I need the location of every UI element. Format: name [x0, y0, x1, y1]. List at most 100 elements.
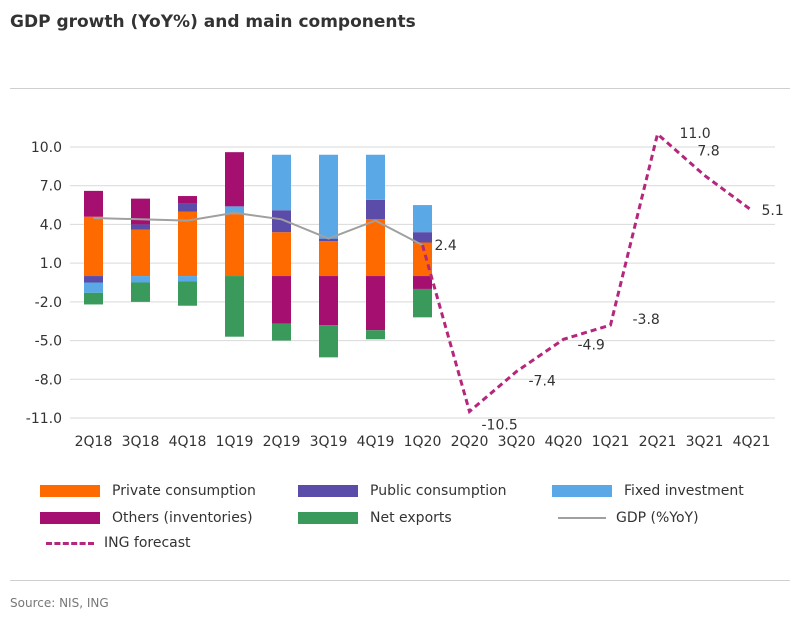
data-label: -10.5 — [482, 418, 518, 434]
bar-segment-private-consumption — [272, 232, 291, 277]
y-tick-label: -8.0 — [35, 372, 62, 388]
lines — [93, 131, 753, 415]
x-tick-label: 1Q19 — [216, 434, 254, 450]
legend-item-others: Others (inventories) — [40, 510, 253, 526]
y-tick-label: -5.0 — [35, 334, 62, 350]
legend-label: GDP (%YoY) — [616, 510, 699, 526]
chart-title: GDP growth (YoY%) and main components — [10, 12, 416, 32]
legend-item-net-exports: Net exports — [298, 510, 452, 526]
x-tick-label: 1Q21 — [592, 434, 630, 450]
forecast-line — [421, 131, 753, 415]
bar-segment-private-consumption — [319, 241, 338, 277]
x-tick-label: 3Q19 — [310, 434, 348, 450]
bar-segment-fixed-investment — [131, 276, 150, 283]
y-axis-labels: 10.0 7.0 4.0 1.0 -2.0 -5.0 -8.0 -11.0 — [26, 140, 62, 427]
bar-segment-private-consumption — [366, 219, 385, 277]
y-tick-label: 10.0 — [31, 140, 62, 156]
y-tick-label: -2.0 — [35, 295, 62, 311]
legend-swatch-fixed-investment — [552, 485, 612, 497]
bar-segment-public-consumption — [272, 210, 291, 233]
bar-segment-others-inventories — [366, 276, 385, 331]
x-tick-label: 2Q18 — [75, 434, 113, 450]
bar-segment-public-consumption — [178, 203, 197, 212]
bar-segment-others-inventories — [225, 152, 244, 207]
bar-segment-public-consumption — [84, 276, 103, 283]
bar-segment-fixed-investment — [366, 154, 385, 200]
data-label: 2.4 — [435, 238, 457, 254]
bar-segment-net-exports — [84, 292, 103, 305]
bar-segment-net-exports — [319, 325, 338, 358]
bar-segment-others-inventories — [84, 190, 103, 217]
bar-segment-fixed-investment — [178, 276, 197, 282]
bar-segment-fixed-investment — [84, 282, 103, 293]
x-tick-label: 3Q18 — [122, 434, 160, 450]
legend-item-fixed-investment: Fixed investment — [552, 483, 744, 499]
x-tick-label: 1Q20 — [404, 434, 442, 450]
legend-label: Public consumption — [370, 483, 507, 499]
legend-label: Others (inventories) — [112, 510, 253, 526]
legend-swatch-private-consumption — [40, 485, 100, 497]
bar-segment-public-consumption — [366, 199, 385, 220]
bar-segment-private-consumption — [131, 229, 150, 277]
legend-label: Net exports — [370, 510, 452, 526]
legend-item-public-consumption: Public consumption — [298, 483, 507, 499]
bar-segment-net-exports — [272, 323, 291, 341]
x-tick-label: 4Q21 — [733, 434, 771, 450]
x-tick-label: 4Q19 — [357, 434, 395, 450]
data-label: -4.9 — [578, 337, 605, 353]
legend-label: Fixed investment — [624, 483, 744, 499]
gdp-line — [93, 211, 423, 246]
x-tick-label: 3Q20 — [498, 434, 536, 450]
bar-segment-net-exports — [366, 330, 385, 340]
legend-label: ING forecast — [104, 535, 191, 551]
bar-segment-others-inventories — [131, 198, 150, 225]
bar-segment-public-consumption — [131, 224, 150, 230]
data-label: 11.0 — [680, 126, 711, 142]
bar-segment-net-exports — [413, 288, 432, 318]
legend-item-private-consumption: Private consumption — [40, 483, 256, 499]
legend-label: Private consumption — [112, 483, 256, 499]
bar-segment-fixed-investment — [272, 154, 291, 211]
x-tick-label: 2Q21 — [639, 434, 677, 450]
bar-segment-private-consumption — [178, 211, 197, 277]
y-tick-label: -11.0 — [26, 411, 62, 427]
data-label: -7.4 — [529, 374, 556, 390]
bar-segment-others-inventories — [178, 196, 197, 204]
bar-segment-fixed-investment — [413, 205, 432, 233]
legend-item-ing-forecast: ING forecast — [46, 535, 191, 551]
x-axis-labels: 2Q18 3Q18 4Q18 1Q19 2Q19 3Q19 4Q19 1Q20 2Q20 3Q20… — [75, 434, 771, 450]
data-label: 7.8 — [697, 143, 719, 159]
bar-segment-others-inventories — [272, 276, 291, 324]
x-tick-label: 3Q21 — [686, 434, 724, 450]
data-label: 5.1 — [762, 203, 784, 219]
bottom-rule — [10, 580, 790, 581]
legend-item-gdp: GDP (%YoY) — [558, 510, 699, 526]
top-rule — [10, 88, 790, 89]
bar-segment-net-exports — [225, 276, 244, 337]
y-tick-label: 4.0 — [40, 217, 62, 233]
legend-swatch-public-consumption — [298, 485, 358, 497]
bar-segment-net-exports — [178, 281, 197, 306]
x-tick-label: 4Q20 — [545, 434, 583, 450]
bar-segment-private-consumption — [84, 216, 103, 277]
data-label: -3.8 — [633, 312, 660, 328]
bar-segment-private-consumption — [225, 214, 244, 277]
y-tick-label: 7.0 — [40, 179, 62, 195]
legend-swatch-net-exports — [298, 512, 358, 524]
y-tick-label: 1.0 — [40, 256, 62, 272]
bar-segment-public-consumption — [319, 238, 338, 242]
source-note: Source: NIS, ING — [10, 596, 109, 610]
legend-swatch-ing-forecast — [46, 541, 94, 545]
bar-segment-fixed-investment — [225, 206, 244, 215]
x-tick-label: 2Q19 — [263, 434, 301, 450]
bar-segment-public-consumption — [413, 232, 432, 243]
stacked-bars — [84, 152, 432, 358]
bar-segment-private-consumption — [413, 242, 432, 277]
data-labels: 2.4 -10.5 -7.4 -4.9 -3.8 11.07.8 5.1 — [435, 126, 784, 433]
bar-segment-others-inventories — [413, 276, 432, 289]
x-tick-label: 2Q20 — [451, 434, 489, 450]
bar-segment-fixed-investment — [319, 154, 338, 239]
bar-segment-net-exports — [131, 282, 150, 302]
legend-swatch-others — [40, 512, 100, 524]
legend: Private consumption Public consumption F… — [40, 483, 780, 563]
